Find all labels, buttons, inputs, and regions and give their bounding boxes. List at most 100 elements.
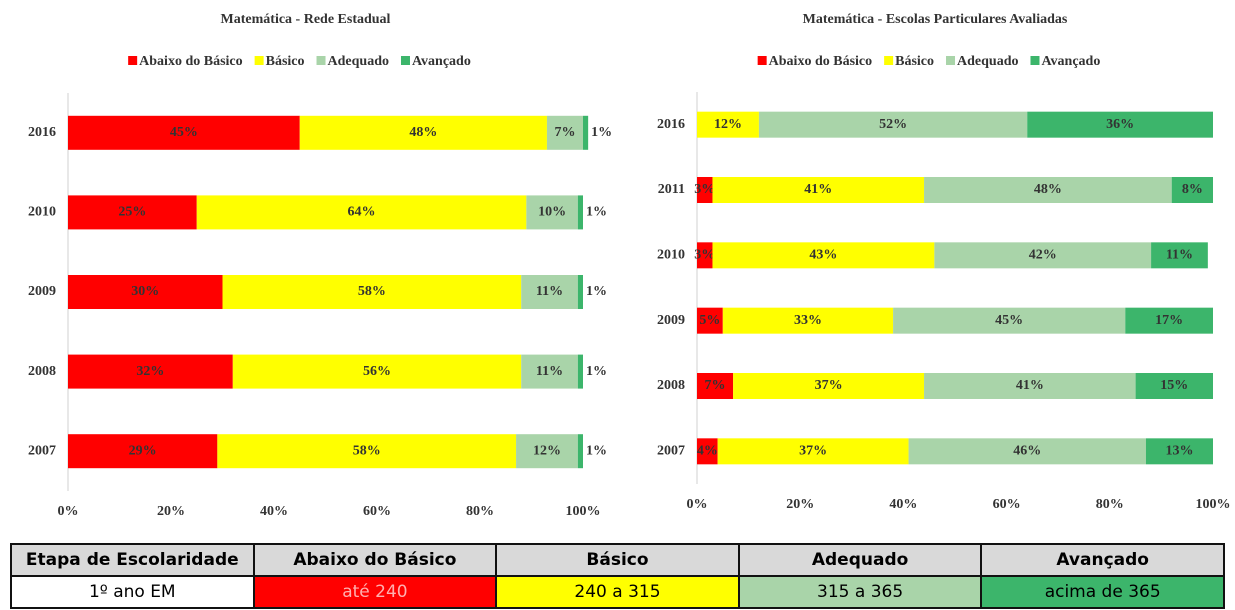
value-label: 10% — [538, 205, 566, 220]
bar-segment — [1027, 111, 1213, 138]
value-label: 45% — [170, 125, 198, 140]
header-cell: Avançado — [980, 543, 1225, 577]
bar-segment — [217, 434, 517, 469]
value-label: 3% — [694, 248, 715, 263]
bar-segment — [1125, 307, 1213, 334]
x-tick-label: 60% — [993, 497, 1021, 512]
legend-swatch — [254, 56, 264, 65]
bar-segment — [68, 115, 300, 150]
bar-segment — [712, 177, 925, 203]
value-label: 48% — [409, 125, 437, 140]
row: 1º ano EM até 240 240 a 315 315 a 365 ac… — [10, 575, 1225, 609]
bar-segment — [68, 195, 197, 230]
y-tick-label: 2007 — [28, 443, 56, 458]
legend-label: Básico — [895, 54, 934, 69]
value-label: 11% — [536, 284, 563, 299]
bar-segment — [697, 242, 713, 269]
value-label: 58% — [358, 284, 386, 299]
value-label: 11% — [1166, 248, 1193, 263]
bar-segment — [733, 373, 925, 399]
bar-segment — [222, 275, 522, 309]
value-label: 42% — [1029, 248, 1057, 263]
x-tick-label: 100% — [1196, 497, 1231, 512]
y-tick-label: 2008 — [657, 378, 685, 393]
bar-segment — [577, 434, 583, 469]
header-cell: Básico — [495, 543, 740, 577]
bar-segment — [697, 177, 713, 203]
bar-segment — [546, 115, 583, 150]
legend-label: Abaixo do Básico — [139, 54, 242, 69]
y-tick-label: 2009 — [28, 284, 56, 299]
x-tick-label: 0% — [687, 497, 708, 512]
bar-segment — [583, 115, 589, 150]
value-label: 15% — [1160, 378, 1188, 393]
chart-title: Matemática - Rede Estadual — [221, 12, 391, 27]
x-tick-label: 40% — [260, 504, 288, 519]
value-label: 41% — [1016, 378, 1044, 393]
legend-label: Avançado — [1041, 54, 1100, 69]
y-tick-label: 2007 — [657, 444, 685, 459]
header-cell: Etapa de Escolaridade — [10, 543, 255, 577]
bar-segment — [577, 354, 583, 389]
value-label: 25% — [118, 205, 146, 220]
value-label: 58% — [353, 443, 381, 458]
legend-swatch — [400, 56, 410, 65]
bar-segment — [521, 354, 578, 389]
legend-swatch — [316, 56, 326, 65]
legend-swatch — [1030, 56, 1040, 65]
x-tick-label: 100% — [566, 504, 601, 519]
bar-segment — [893, 307, 1126, 334]
cell: 240 a 315 — [495, 575, 740, 609]
header-cell: Abaixo do Básico — [252, 543, 498, 577]
bar-segment — [1135, 373, 1213, 399]
legend-swatch — [757, 56, 767, 65]
value-label: 4% — [697, 444, 718, 459]
x-tick-label: 80% — [466, 504, 494, 519]
y-tick-label: 2008 — [28, 364, 56, 379]
x-tick-label: 0% — [58, 504, 79, 519]
value-label: 32% — [136, 364, 164, 379]
x-tick-label: 40% — [889, 497, 917, 512]
value-label: 5% — [699, 313, 720, 328]
bar-segment — [717, 438, 909, 465]
bar-segment — [232, 354, 522, 389]
x-tick-label: 60% — [363, 504, 391, 519]
header-row: Etapa de Escolaridade Abaixo do Básico B… — [10, 543, 1225, 577]
bar-segment — [526, 195, 578, 230]
value-label: 37% — [815, 378, 843, 393]
value-label: 43% — [809, 248, 837, 263]
bar-segment — [196, 195, 527, 230]
bar-segment — [908, 438, 1146, 465]
bar-segment — [697, 438, 718, 465]
value-label: 41% — [804, 182, 832, 197]
bar-segment — [722, 307, 894, 334]
y-tick-label: 2011 — [658, 182, 685, 197]
value-label: 36% — [1106, 117, 1134, 132]
value-label: 17% — [1155, 313, 1183, 328]
value-label: 1% — [586, 443, 607, 458]
bar-segment — [934, 242, 1152, 269]
bar-segment — [577, 195, 583, 230]
value-label: 13% — [1165, 444, 1193, 459]
value-label: 29% — [129, 443, 157, 458]
bar-segment — [758, 111, 1028, 138]
value-label: 64% — [348, 205, 376, 220]
header-cell: Adequado — [737, 543, 983, 577]
value-label: 52% — [879, 117, 907, 132]
bar-segment — [697, 111, 759, 138]
x-tick-label: 80% — [1096, 497, 1124, 512]
bar-segment — [68, 275, 223, 309]
value-label: 3% — [694, 182, 715, 197]
legend-swatch — [946, 56, 956, 65]
levels-table: Etapa de Escolaridade Abaixo do Básico B… — [10, 543, 1225, 609]
bar-segment — [299, 115, 547, 150]
bar-segment — [1151, 242, 1208, 269]
x-tick-label: 20% — [786, 497, 814, 512]
value-label: 1% — [586, 364, 607, 379]
legend-label: Adequado — [328, 54, 389, 69]
bar-segment — [1145, 438, 1213, 465]
legend-label: Abaixo do Básico — [769, 54, 872, 69]
bar-segment — [577, 275, 583, 309]
bar-segment — [521, 275, 578, 309]
